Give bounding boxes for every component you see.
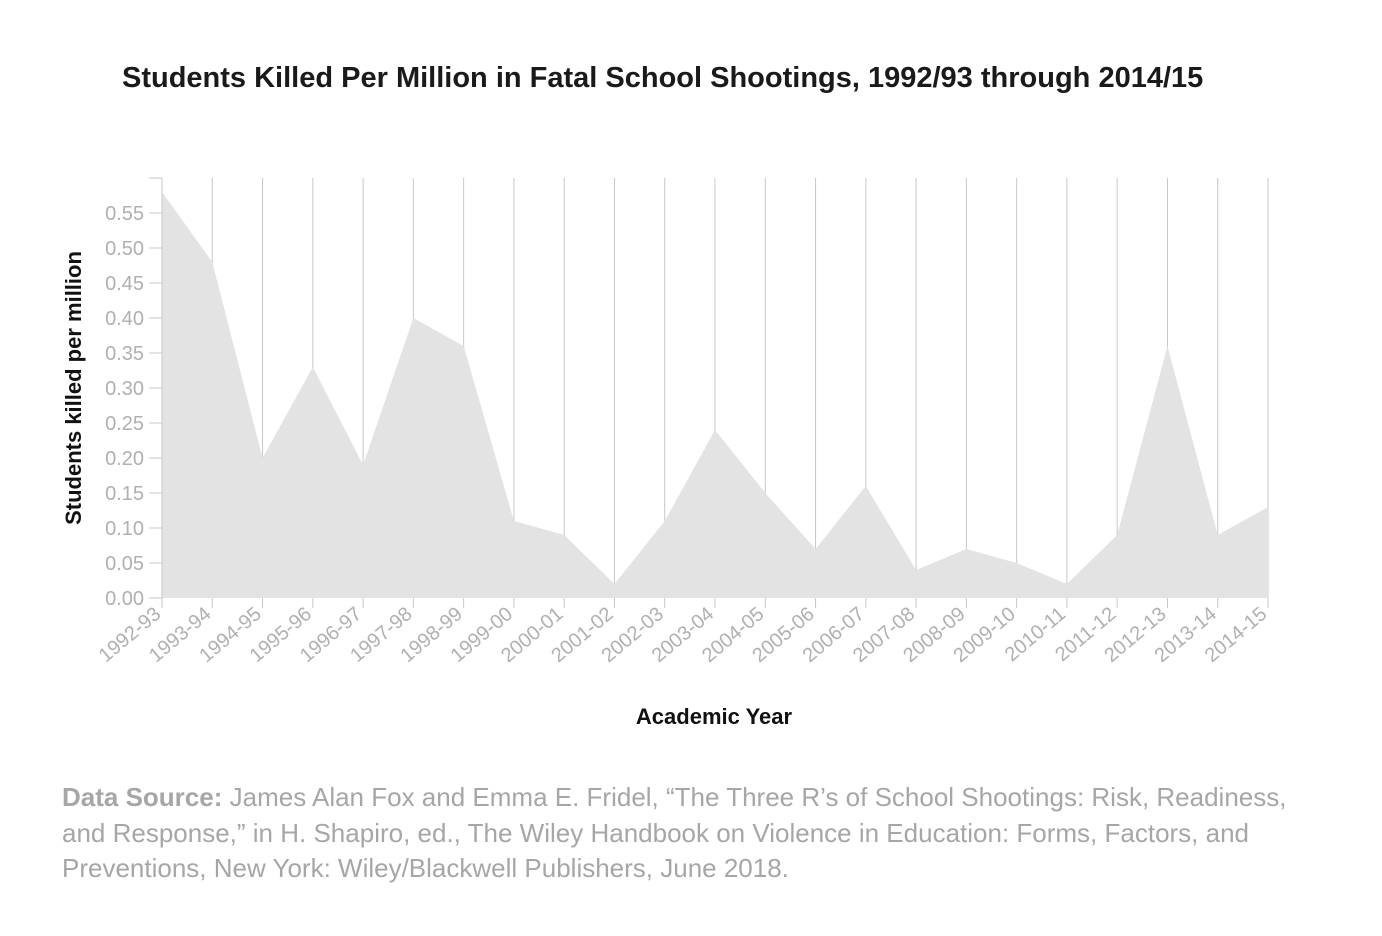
y-tick-label: 0.25 bbox=[105, 413, 144, 435]
y-tick-label: 0.40 bbox=[105, 308, 144, 330]
y-tick-label: 0.45 bbox=[105, 273, 144, 295]
y-tick-label: 0.30 bbox=[105, 378, 144, 400]
x-tick-labels: 1992-931993-941994-951995-961996-971997-… bbox=[95, 603, 1271, 667]
axes bbox=[149, 177, 163, 599]
source-text: James Alan Fox and Emma E. Fridel, “The … bbox=[62, 782, 1287, 883]
source-label: Data Source: bbox=[62, 782, 223, 812]
y-axis-label: Students killed per million bbox=[61, 251, 86, 525]
y-tick-label: 0.35 bbox=[105, 343, 144, 365]
series-area bbox=[162, 192, 1268, 598]
y-tick-label: 0.00 bbox=[105, 588, 144, 610]
y-tick-label: 0.50 bbox=[105, 238, 144, 260]
data-source: Data Source: James Alan Fox and Emma E. … bbox=[62, 780, 1292, 887]
y-tick-labels: 0.00 0.05 0.10 0.15 0.20 0.25 0.30 0.35 0.40 0.45… bbox=[105, 203, 144, 610]
y-tick-label: 0.55 bbox=[105, 203, 144, 225]
y-tick-label: 0.20 bbox=[105, 448, 144, 470]
y-tick-label: 0.10 bbox=[105, 518, 144, 540]
chart-title: Students Killed Per Million in Fatal Sch… bbox=[122, 62, 1204, 94]
y-tick-label: 0.15 bbox=[105, 483, 144, 505]
x-axis-label: Academic Year bbox=[636, 704, 793, 729]
y-tick-label: 0.05 bbox=[105, 553, 144, 575]
